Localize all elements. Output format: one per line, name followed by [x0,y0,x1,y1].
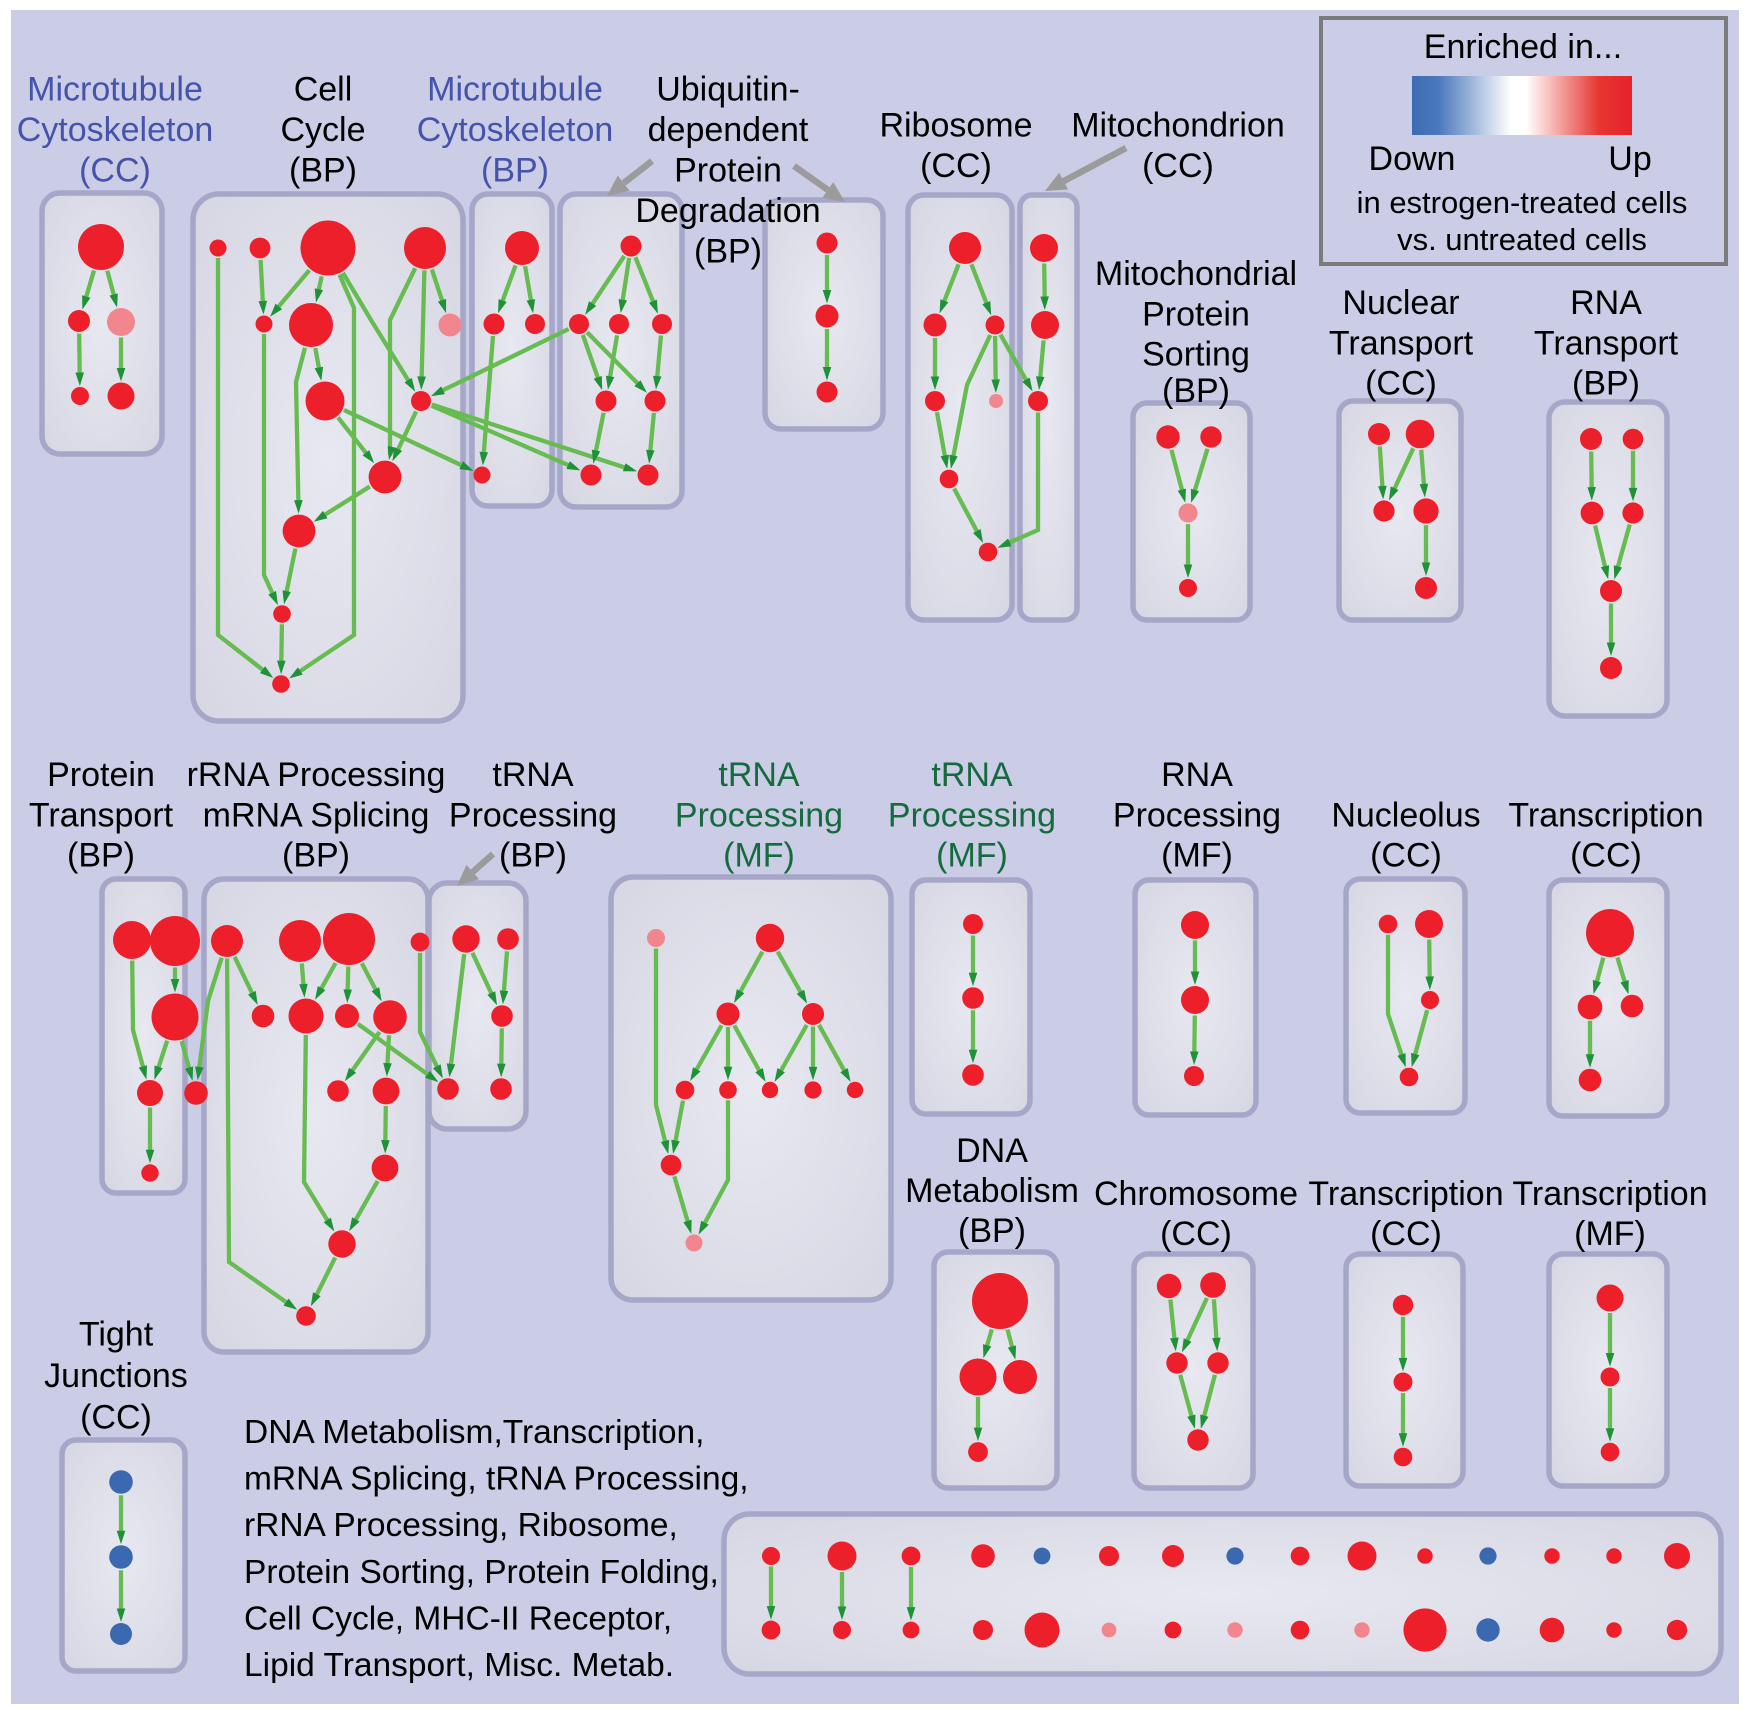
svg-text:(MF): (MF) [1161,837,1233,875]
svg-text:Enriched in...: Enriched in... [1424,28,1622,66]
svg-text:Transport: Transport [29,796,174,834]
svg-text:(BP): (BP) [958,1212,1026,1250]
svg-text:RNA: RNA [1570,284,1642,322]
svg-text:DNA: DNA [956,1132,1028,1170]
svg-text:Sorting: Sorting [1142,336,1250,374]
svg-text:(CC): (CC) [920,147,992,185]
svg-text:Up: Up [1608,140,1651,178]
svg-text:Processing: Processing [1113,796,1281,834]
svg-text:vs. untreated cells: vs. untreated cells [1397,222,1647,257]
svg-text:Mitochondrial: Mitochondrial [1095,255,1297,293]
svg-text:Cell: Cell [294,71,353,109]
svg-text:(BP): (BP) [694,233,762,271]
svg-text:(MF): (MF) [723,837,795,875]
svg-text:(CC): (CC) [1365,365,1437,403]
svg-text:Protein: Protein [1142,295,1250,333]
svg-text:dependent: dependent [648,111,809,149]
svg-text:(BP): (BP) [1572,365,1640,403]
svg-text:Down: Down [1369,140,1456,178]
svg-text:Ubiquitin-: Ubiquitin- [656,71,800,109]
svg-text:(CC): (CC) [1142,147,1214,185]
svg-text:(MF): (MF) [1574,1215,1646,1253]
svg-text:Degradation: Degradation [635,192,820,230]
svg-text:Processing: Processing [888,796,1056,834]
svg-text:Microtubule: Microtubule [27,71,203,109]
svg-text:mRNA Splicing: mRNA Splicing [203,796,430,834]
svg-text:(CC): (CC) [1160,1215,1232,1253]
svg-text:Transcription: Transcription [1508,796,1703,834]
svg-text:(CC): (CC) [1370,1215,1442,1253]
svg-text:tRNA: tRNA [931,756,1013,794]
svg-text:Protein Sorting, Protein Foldi: Protein Sorting, Protein Folding, [244,1554,719,1591]
svg-text:Cell Cycle, MHC-II Receptor,: Cell Cycle, MHC-II Receptor, [244,1600,672,1637]
svg-text:Nucleolus: Nucleolus [1331,796,1480,834]
svg-text:Microtubule: Microtubule [427,71,603,109]
svg-text:Metabolism: Metabolism [905,1172,1079,1210]
svg-text:(MF): (MF) [936,837,1008,875]
svg-text:Chromosome: Chromosome [1094,1175,1298,1213]
svg-text:(BP): (BP) [282,837,350,875]
svg-text:tRNA: tRNA [718,756,800,794]
svg-text:Mitochondrion: Mitochondrion [1071,107,1285,145]
svg-text:rRNA Processing: rRNA Processing [187,756,446,794]
svg-text:(BP): (BP) [499,837,567,875]
svg-text:DNA Metabolism,Transcription,: DNA Metabolism,Transcription, [244,1414,704,1451]
svg-text:Processing: Processing [449,796,617,834]
svg-text:tRNA: tRNA [492,756,574,794]
svg-text:(BP): (BP) [67,837,135,875]
svg-text:Protein: Protein [47,756,155,794]
svg-text:(CC): (CC) [79,152,151,190]
svg-text:Tight: Tight [79,1316,154,1354]
svg-text:Lipid Transport, Misc. Metab.: Lipid Transport, Misc. Metab. [244,1647,674,1684]
svg-text:rRNA Processing, Ribosome,: rRNA Processing, Ribosome, [244,1507,678,1544]
svg-text:Transcription: Transcription [1308,1175,1503,1213]
svg-text:Transcription: Transcription [1512,1175,1707,1213]
svg-text:Cycle: Cycle [280,111,365,149]
svg-text:(CC): (CC) [1570,837,1642,875]
svg-text:Processing: Processing [675,796,843,834]
svg-text:Transport: Transport [1329,324,1474,362]
svg-text:Junctions: Junctions [44,1357,188,1395]
svg-text:(CC): (CC) [1370,837,1442,875]
svg-text:Nuclear: Nuclear [1342,284,1459,322]
svg-text:Transport: Transport [1534,324,1679,362]
svg-text:Ribosome: Ribosome [879,107,1032,145]
svg-text:(BP): (BP) [1162,372,1230,410]
svg-text:mRNA Splicing, tRNA Processing: mRNA Splicing, tRNA Processing, [244,1461,749,1498]
svg-text:(CC): (CC) [80,1399,152,1437]
svg-text:in estrogen-treated cells: in estrogen-treated cells [1357,185,1688,220]
svg-text:Cytoskeleton: Cytoskeleton [17,111,214,149]
svg-text:(BP): (BP) [481,152,549,190]
svg-text:Protein: Protein [674,152,782,190]
svg-text:RNA: RNA [1161,756,1233,794]
svg-text:(BP): (BP) [289,152,357,190]
svg-text:Cytoskeleton: Cytoskeleton [417,111,614,149]
